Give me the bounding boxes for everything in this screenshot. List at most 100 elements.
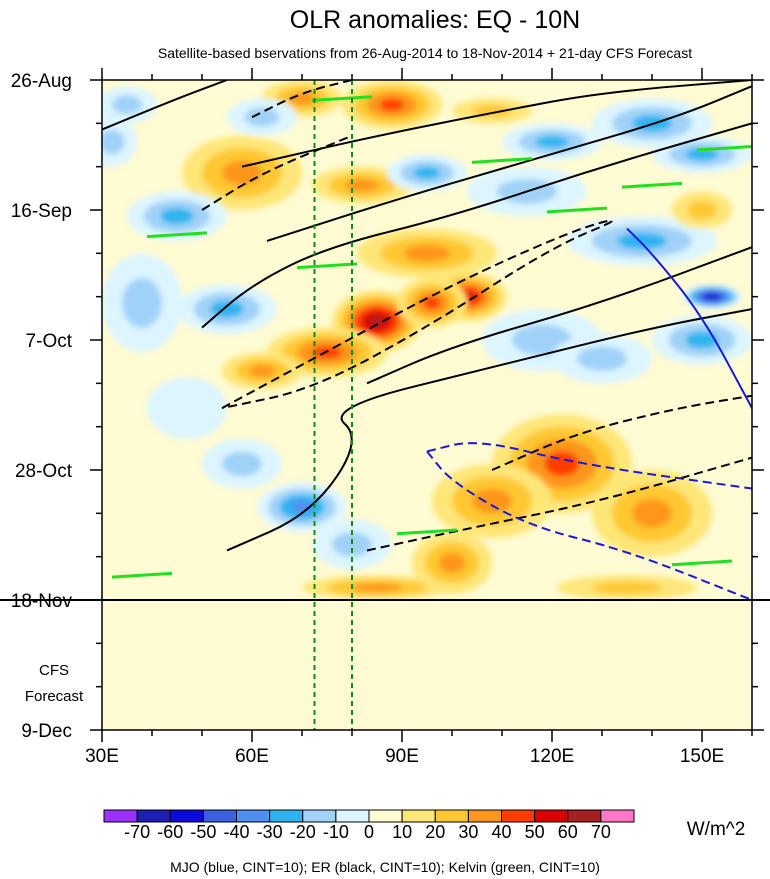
- kelvin-streak: [471, 157, 533, 164]
- x-tick-label: 90E: [385, 746, 419, 767]
- anomaly-blob: [413, 166, 441, 180]
- y-tick-label: 16-Sep: [11, 201, 72, 222]
- colorbar-units: W/m^2: [687, 819, 746, 840]
- colorbar-level-label: 50: [525, 822, 545, 842]
- mjo-positive-contour: [626, 227, 752, 409]
- y-axis-labels: 26-Aug 16-Sep 7-Oct 28-Oct 18-Nov 9-Dec: [11, 71, 73, 742]
- colorbar-level-label: 30: [458, 822, 478, 842]
- y-tick-label: 26-Aug: [11, 71, 72, 92]
- anomaly-blob: [352, 583, 402, 592]
- anomaly-blob: [535, 135, 569, 149]
- anomaly-blob: [707, 294, 717, 299]
- colorbar-swatch: [600, 809, 635, 823]
- anomaly-blob: [632, 498, 672, 528]
- mjo-negative-contour: [426, 442, 752, 490]
- reference-longitude-lines: [313, 80, 353, 730]
- kelvin-streak: [546, 206, 608, 214]
- anomaly-blob: [147, 377, 227, 440]
- anomaly-blob: [122, 278, 162, 328]
- kelvin-streak: [311, 95, 373, 102]
- colorbar-swatch: [169, 809, 204, 823]
- anomaly-blob: [345, 179, 379, 192]
- er-negative-contour: [366, 456, 752, 552]
- colorbar-swatch: [368, 809, 403, 823]
- mjo-negative-contour: [426, 450, 752, 600]
- colorbar: [103, 809, 635, 823]
- colorbar-level-label: 70: [591, 822, 611, 842]
- colorbar-level-label: -60: [157, 822, 183, 842]
- anomaly-blob: [685, 148, 719, 161]
- er-positive-contour: [102, 80, 228, 131]
- er-negative-contour: [491, 394, 752, 471]
- colorbar-swatch: [103, 809, 138, 823]
- anomaly-blob: [112, 95, 142, 115]
- er-negative-contour: [221, 219, 613, 410]
- colorbar-level-label: -10: [323, 822, 349, 842]
- anomaly-blob: [379, 98, 405, 111]
- x-axis-labels: 30E 60E 90E 120E 150E: [85, 746, 724, 767]
- kelvin-streak: [671, 559, 733, 567]
- colorbar-level-label: -70: [124, 822, 150, 842]
- x-tick-label: 30E: [85, 746, 119, 767]
- wave-contours: [102, 80, 752, 600]
- colorbar-swatch: [534, 809, 569, 823]
- colorbar-swatch: [302, 809, 337, 823]
- forecast-label-line2: Forecast: [25, 688, 84, 705]
- colorbar-labels: -70 -60 -50 -40 -30 -20 -10 0 10 20 30 40 50 60 70: [124, 822, 611, 842]
- er-positive-contour: [266, 85, 752, 242]
- chart-title: OLR anomalies: EQ - 10N: [290, 6, 580, 34]
- anomaly-blob: [332, 531, 372, 557]
- anomaly-blob: [248, 364, 276, 378]
- kelvin-contours: [111, 95, 752, 579]
- er-positive-contour: [366, 246, 752, 385]
- er-positive-contour: [201, 122, 752, 329]
- anomaly-blob: [438, 552, 466, 574]
- colorbar-level-label: 60: [558, 822, 578, 842]
- colorbar-swatch: [335, 809, 370, 823]
- colorbar-level-label: -50: [190, 822, 216, 842]
- kelvin-streak: [296, 262, 358, 270]
- anomaly-blob: [472, 488, 512, 514]
- anomaly-blob: [244, 107, 280, 127]
- er-positive-contour: [226, 308, 752, 552]
- forecast-label-line1: CFS: [39, 662, 69, 679]
- y-tick-label: 18-Nov: [11, 591, 73, 612]
- colorbar-level-label: -40: [223, 822, 249, 842]
- colorbar-swatch: [136, 809, 171, 823]
- er-negative-contour: [201, 134, 353, 211]
- anomaly-blob: [592, 581, 662, 594]
- y-tick-label: 7-Oct: [26, 331, 73, 352]
- colorbar-level-label: -20: [290, 822, 316, 842]
- anomaly-blob: [685, 331, 719, 349]
- colorbar-swatch: [501, 809, 536, 823]
- colorbar-level-label: 20: [425, 822, 445, 842]
- x-tick-label: 150E: [680, 746, 724, 767]
- y-tick-label: 9-Dec: [21, 721, 72, 742]
- anomaly-blob: [617, 232, 667, 250]
- kelvin-streak: [396, 528, 458, 536]
- colorbar-swatch: [236, 809, 271, 823]
- anomaly-blob: [369, 316, 385, 327]
- x-tick-label: 60E: [235, 746, 269, 767]
- anomaly-blob: [687, 200, 717, 220]
- anomaly-blob: [544, 451, 580, 477]
- colorbar-level-label: 10: [392, 822, 412, 842]
- anomaly-blob: [403, 245, 451, 262]
- axis-ticks: [90, 68, 764, 742]
- colorbar-level-label: 40: [491, 822, 511, 842]
- kelvin-streak: [696, 145, 752, 152]
- forecast-plot-background: [102, 600, 752, 730]
- chart-subtitle: Satellite-based bservations from 26-Aug-…: [158, 45, 692, 61]
- kelvin-streak: [146, 231, 208, 239]
- anomaly-blob: [423, 296, 441, 310]
- colorbar-swatch: [401, 809, 436, 823]
- x-tick-label: 120E: [530, 746, 574, 767]
- colorbar-swatch: [202, 809, 237, 823]
- colorbar-level-label: -30: [257, 822, 283, 842]
- kelvin-streak: [621, 181, 683, 189]
- colorbar-swatch: [467, 809, 502, 823]
- colorbar-swatch: [269, 809, 304, 823]
- er-positive-contour: [241, 80, 752, 168]
- olr-anomaly-field: [102, 80, 752, 600]
